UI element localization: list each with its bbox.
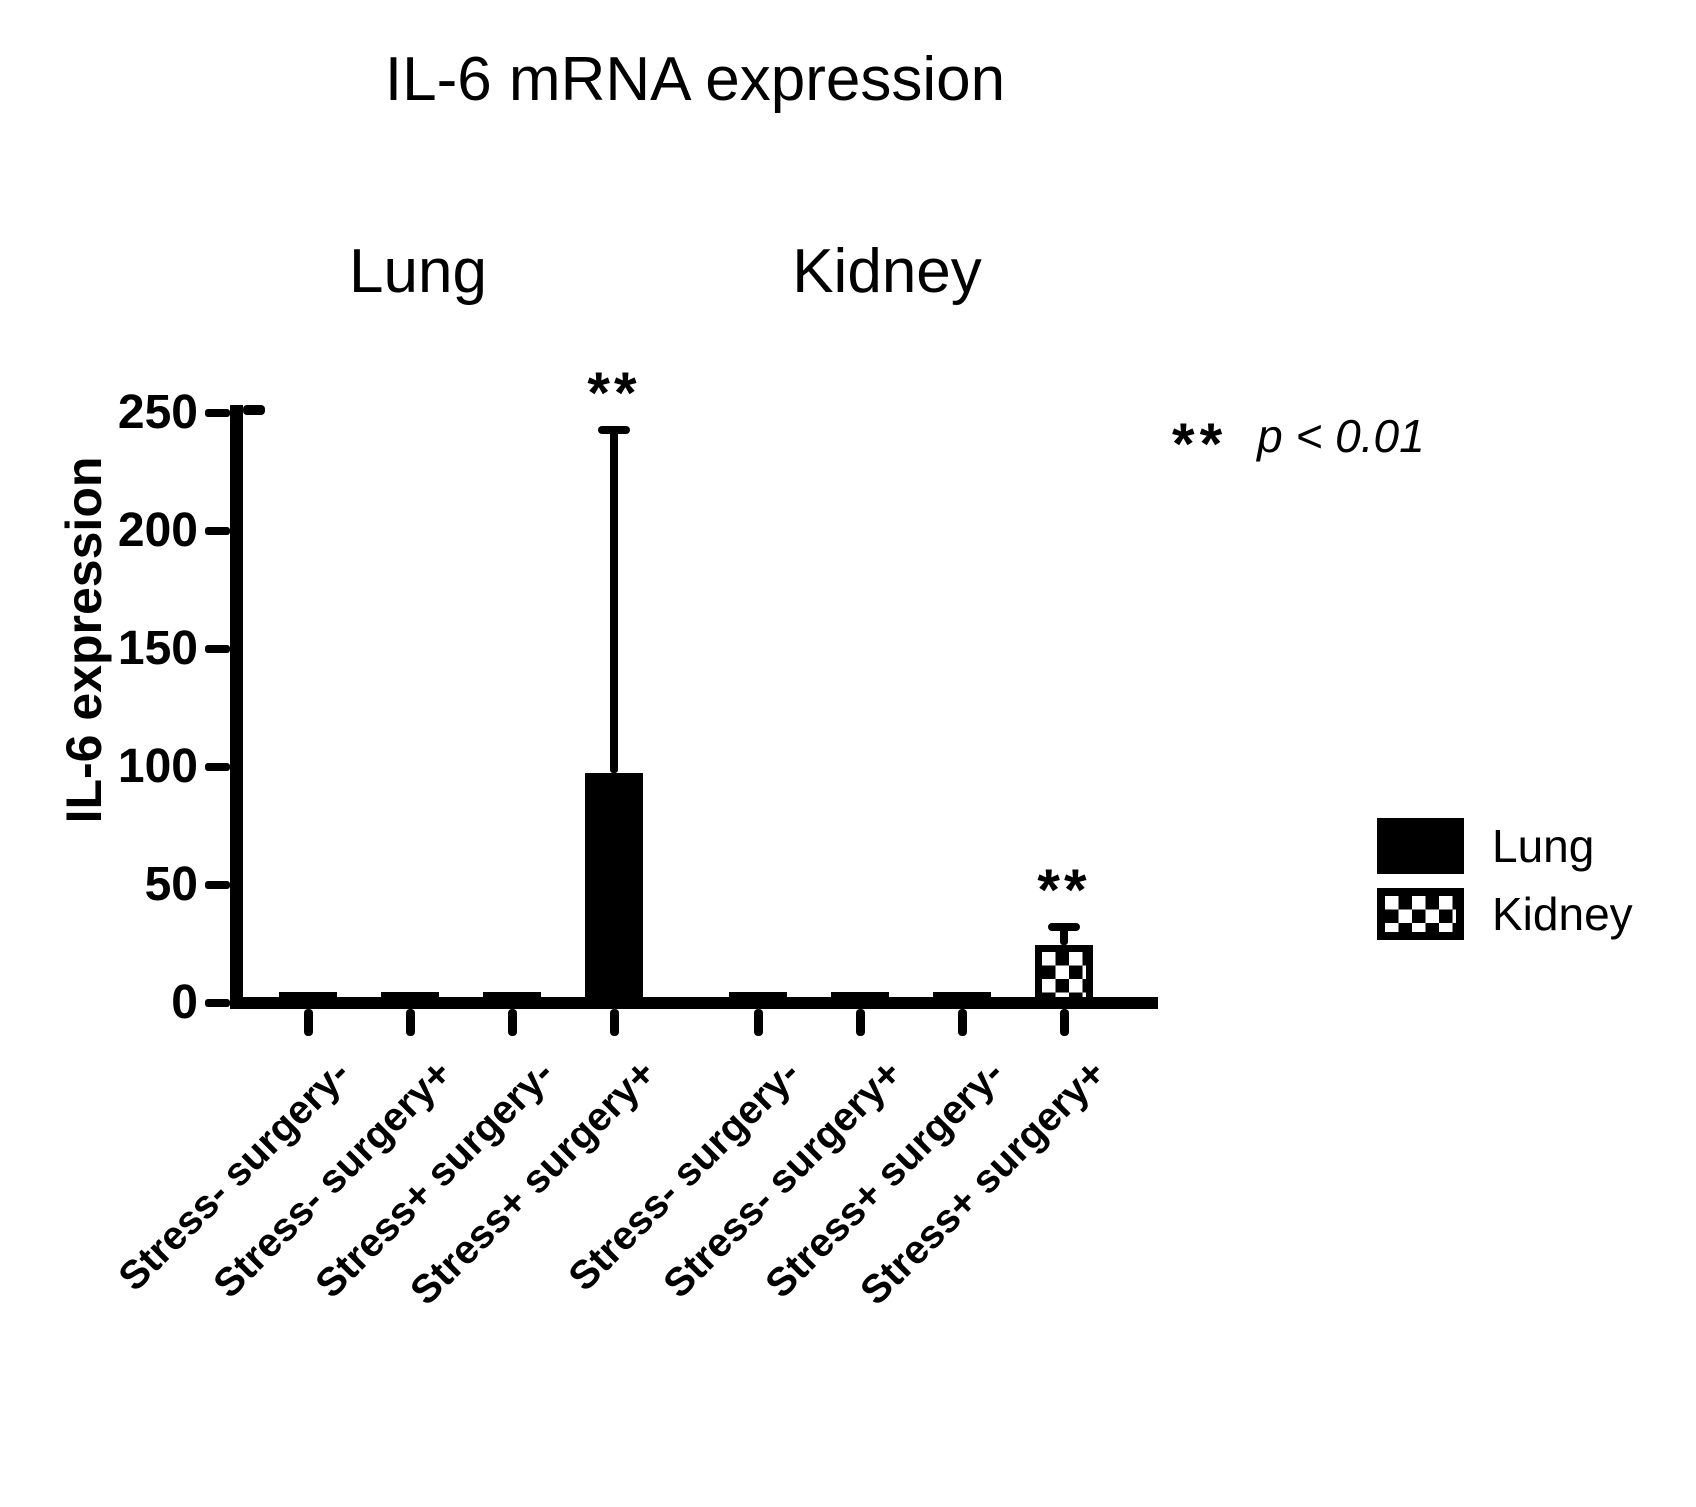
legend-swatch-solid: [1377, 818, 1464, 874]
y-axis-tick-label: 50: [144, 858, 198, 911]
y-axis-tick-label: 150: [117, 622, 198, 675]
legend-swatch-checker: [1377, 888, 1464, 940]
legend-item-lung: Lung: [1377, 818, 1633, 874]
x-axis-line: [230, 997, 1158, 1009]
x-axis-tick: [1060, 1009, 1069, 1036]
y-axis-line: [230, 405, 243, 1009]
bar-lung-3: [585, 773, 643, 1009]
y-axis-tick: [205, 409, 230, 417]
legend-item-kidney: Kidney: [1377, 888, 1633, 940]
y-axis-tick: [205, 999, 230, 1007]
significance-key-text: p < 0.01: [1257, 410, 1425, 463]
y-axis-tick: [205, 881, 230, 889]
legend-label-lung: Lung: [1492, 820, 1595, 872]
y-axis-tick: [205, 645, 230, 653]
x-axis-tick: [610, 1009, 619, 1036]
y-axis-tick-label: 0: [171, 976, 198, 1029]
significance-stars: **: [1037, 858, 1091, 923]
group-label-kidney: Kidney: [792, 237, 982, 306]
y-axis-tick: [205, 763, 230, 771]
x-axis-tick: [304, 1009, 313, 1036]
significance-key: ** p < 0.01: [1172, 408, 1425, 473]
x-axis-tick: [754, 1009, 763, 1036]
y-axis-tick-label: 250: [117, 386, 198, 439]
error-bar-stem: [610, 430, 618, 773]
significance-stars: **: [587, 361, 641, 426]
y-axis-tick-label: 100: [117, 740, 198, 793]
y-axis-tick: [205, 527, 230, 535]
x-axis-tick: [406, 1009, 415, 1036]
significance-key-stars: **: [1172, 412, 1228, 477]
chart-title: IL-6 mRNA expression: [384, 45, 1006, 114]
legend-label-kidney: Kidney: [1492, 888, 1633, 940]
y-axis-tick-label: 200: [117, 504, 198, 557]
legend: Lung Kidney: [1377, 818, 1633, 940]
error-bar-cap: [1048, 923, 1080, 931]
x-axis-tick: [958, 1009, 967, 1036]
x-axis-tick: [856, 1009, 865, 1036]
error-bar-cap: [598, 426, 630, 434]
x-axis-tick: [508, 1009, 517, 1036]
error-bar-stem: [1060, 927, 1068, 945]
group-label-lung: Lung: [349, 237, 487, 306]
y-axis-top-tick: [243, 405, 265, 415]
